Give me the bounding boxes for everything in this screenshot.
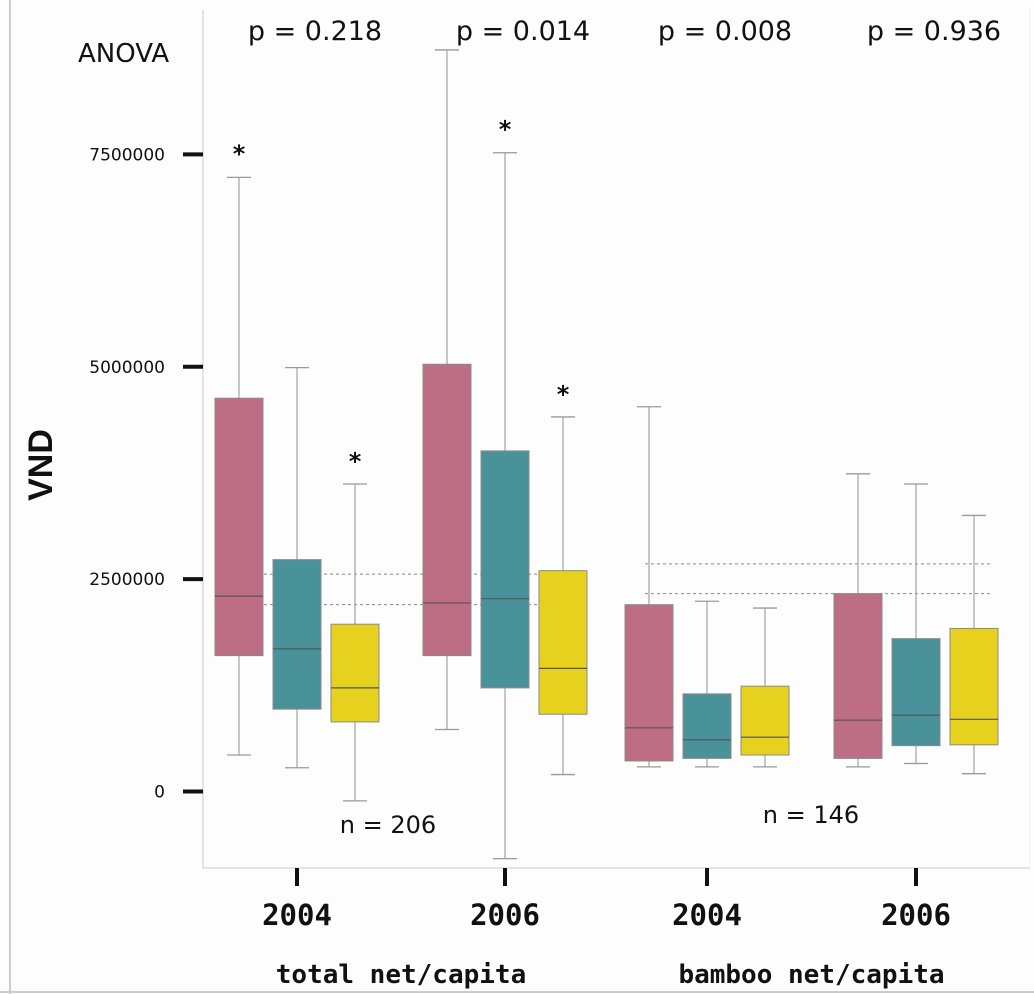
reference-lines — [228, 563, 990, 606]
box-plot — [624, 406, 674, 768]
y-tick-label: 2500000 — [89, 570, 165, 590]
box-plot — [682, 600, 732, 768]
box-plot — [272, 366, 322, 769]
box-plot: * — [480, 116, 530, 860]
box-plot — [422, 49, 472, 731]
box-plot: * — [330, 448, 380, 802]
box-iqr — [833, 593, 883, 759]
x-tick-label: 2004 — [672, 898, 742, 932]
section-label: total net/capita — [276, 960, 526, 990]
y-tick-label: 5000000 — [89, 358, 165, 378]
x-tick-label: 2004 — [262, 898, 332, 932]
box-plot — [833, 473, 883, 768]
box-iqr — [330, 623, 380, 723]
y-axis: 0 2500000 5000000 7500000 — [89, 145, 203, 803]
box-iqr — [214, 397, 264, 657]
p-value-label: p = 0.014 — [456, 16, 590, 47]
box-plot — [949, 514, 999, 775]
box-iqr — [624, 604, 674, 762]
box-iqr — [422, 363, 472, 657]
n-label: n = 206 — [340, 811, 436, 839]
outlier-asterisk: * — [349, 448, 362, 476]
annotations: n = 206 p = 0.218 p = 0.014 n = 146 p = 0.00… — [248, 16, 1001, 839]
outlier-asterisk: * — [233, 140, 246, 168]
x-tick-label: 2006 — [881, 898, 951, 932]
box-plot — [891, 483, 941, 765]
anova-label: ANOVA — [78, 39, 169, 69]
box-iqr — [740, 685, 790, 756]
p-value-label: p = 0.008 — [658, 16, 792, 47]
box-iqr — [682, 693, 732, 759]
p-value-label: p = 0.936 — [867, 16, 1001, 47]
outlier-asterisk: * — [557, 381, 570, 409]
x-tick-label: 2006 — [470, 898, 540, 932]
box-iqr — [891, 638, 941, 747]
y-tick-label: 7500000 — [89, 145, 165, 165]
box-plot: * — [214, 140, 264, 756]
y-tick-label: 0 — [154, 783, 165, 803]
outlier-asterisk: * — [499, 116, 512, 144]
section-label: bamboo net/capita — [678, 960, 944, 990]
box-iqr — [480, 450, 530, 689]
box-iqr — [538, 570, 588, 715]
box-series: * * * * — [214, 49, 999, 860]
box-iqr — [272, 559, 322, 710]
box-plot: * — [538, 381, 588, 776]
box-plot — [740, 607, 790, 768]
box-iqr — [949, 627, 999, 746]
x-axis: total net/capita 2004 2006 bamboo net/capit… — [262, 868, 951, 990]
y-axis-title: VND — [22, 429, 60, 501]
n-label: n = 146 — [763, 801, 859, 829]
p-value-label: p = 0.218 — [248, 16, 382, 47]
